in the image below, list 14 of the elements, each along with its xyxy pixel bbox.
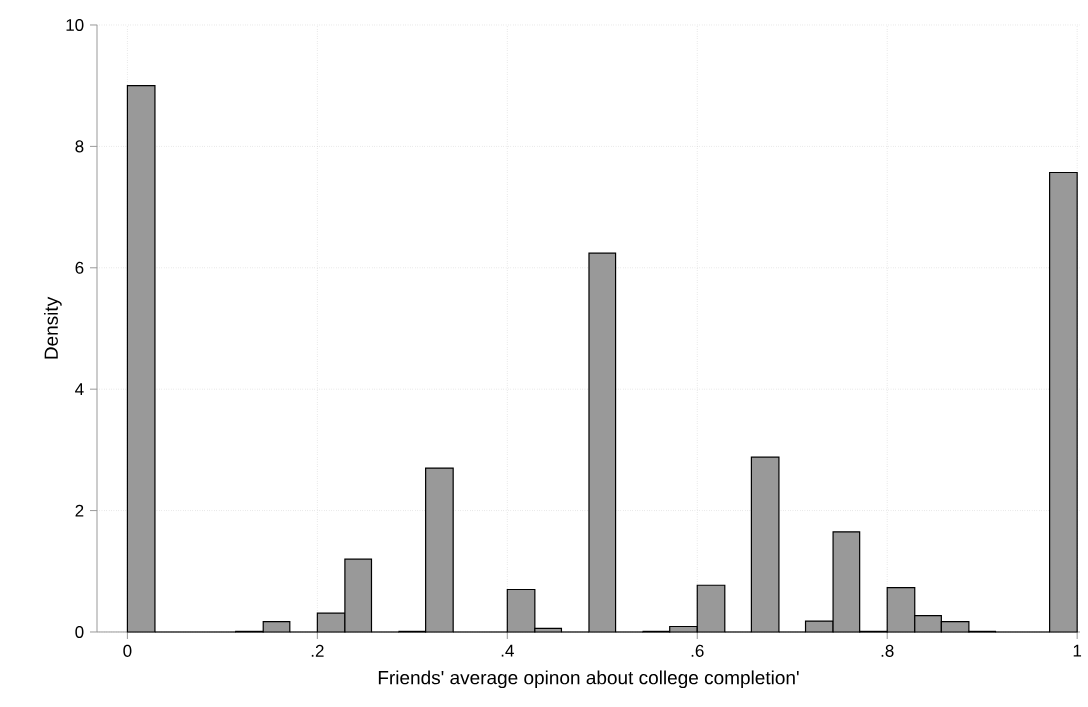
y-tick-label: 6 (75, 261, 84, 274)
x-tick-label: 1 (1073, 644, 1082, 657)
x-axis-title: Friends' average opinon about college completion' (378, 670, 799, 689)
x-tick-label: .2 (311, 644, 324, 657)
x-tick-label: 0 (123, 644, 132, 657)
x-tick-label: .6 (691, 644, 704, 657)
x-tick-label: .4 (501, 644, 514, 657)
y-tick-label: 8 (75, 140, 84, 153)
y-tick-label: 0 (75, 625, 84, 639)
y-tick-label: 4 (75, 383, 84, 396)
y-axis-title: Density (43, 296, 62, 359)
y-tick-label: 10 (66, 18, 84, 32)
y-tick-label: 2 (75, 504, 84, 517)
x-tick-label: .8 (881, 644, 894, 657)
